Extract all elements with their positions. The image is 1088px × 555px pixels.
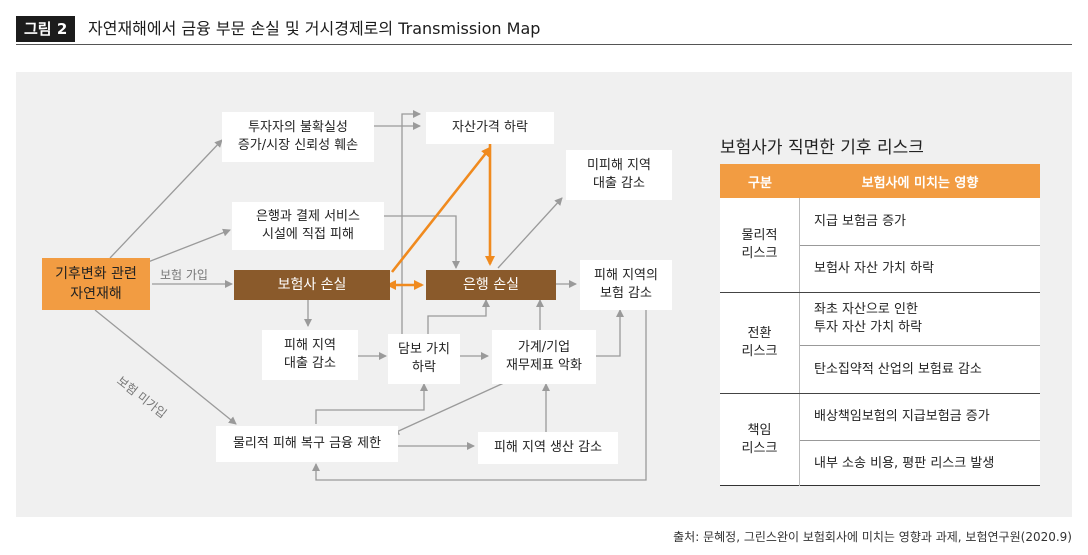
node-region-loans-decline: 피해 지역 대출 감소 <box>262 330 358 380</box>
node-collateral-value-drop: 담보 가치 하락 <box>388 334 460 384</box>
figure-title: 자연재해에서 금융 부문 손실 및 거시경제로의 Transmission Ma… <box>88 19 541 38</box>
node-bank-loss: 은행 손실 <box>426 270 556 300</box>
node-climate-disaster: 기후변화 관련 자연재해 <box>42 258 150 310</box>
category-liability: 책임 리스크 <box>720 394 800 486</box>
header-impact: 보험사에 미치는 영향 <box>861 175 979 191</box>
node-unaffected-loans: 미피해 지역 대출 감소 <box>566 150 672 200</box>
figure-tag: 그림 2 <box>16 16 76 42</box>
impact-cell: 배상책임보험의 지급보험금 증가 <box>814 409 990 424</box>
node-region-production-decline: 피해 지역 생산 감소 <box>478 432 618 464</box>
risk-table-header: 구분 보험사에 미치는 영향 <box>720 164 1040 198</box>
node-region-insurance-decline: 피해 지역의 보험 감소 <box>580 260 672 310</box>
risk-table-title: 보험사가 직면한 기후 리스크 <box>720 138 924 158</box>
header-divider <box>16 44 1072 45</box>
node-investor-uncertainty: 투자자의 불확실성 증가/시장 신뢰성 훼손 <box>222 112 374 162</box>
source-citation: 출처: 문혜정, 그린스완이 보험회사에 미치는 영향과 과제, 보험연구원(2… <box>673 530 1072 544</box>
node-asset-price-drop: 자산가격 하락 <box>426 112 554 144</box>
impact-cell: 보험사 자산 가치 하락 <box>814 261 935 276</box>
row-divider <box>800 245 1040 246</box>
header-category: 구분 <box>748 175 772 191</box>
group-divider <box>720 393 1040 394</box>
risk-table: 구분 보험사에 미치는 영향 물리적 리스크 지급 보험금 증가 보험사 자산 … <box>720 164 1040 486</box>
row-divider <box>800 440 1040 441</box>
impact-cell: 탄소집약적 산업의 보험료 감소 <box>814 361 982 377</box>
node-household-firm-balance: 가계/기업 재무제표 악화 <box>492 330 596 384</box>
category-transition: 전환 리스크 <box>720 293 800 393</box>
impact-cell: 지급 보험금 증가 <box>814 213 906 229</box>
impact-cell: 좌초 자산으로 인한 투자 자산 가치 하락 <box>814 302 923 335</box>
node-bank-payment-damage: 은행과 결제 서비스 시설에 직접 피해 <box>232 202 384 250</box>
impact-cell: 내부 소송 비용, 평판 리스크 발생 <box>814 455 995 471</box>
node-insurer-loss: 보험사 손실 <box>234 270 390 300</box>
edge-label-insured: 보험 가입 <box>160 268 208 282</box>
node-physical-recovery-finance: 물리적 피해 복구 금융 제한 <box>216 426 398 462</box>
row-divider <box>800 345 1040 346</box>
group-divider <box>720 292 1040 293</box>
category-physical: 물리적 리스크 <box>720 198 800 292</box>
figure-header: 그림 2 자연재해에서 금융 부문 손실 및 거시경제로의 Transmissi… <box>0 0 1088 48</box>
